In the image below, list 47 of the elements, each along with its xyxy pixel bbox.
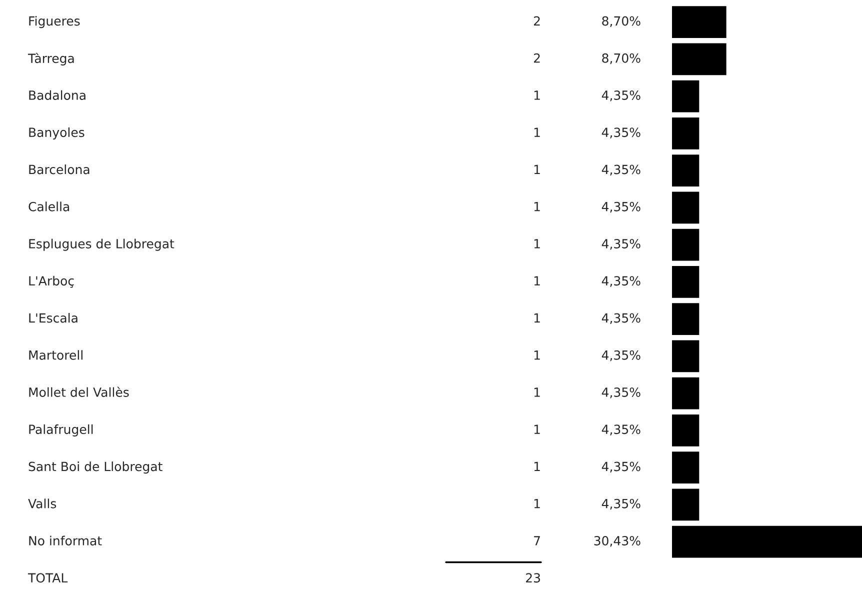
data-label: 4,35% xyxy=(602,424,640,436)
y-tick-label: Martorell xyxy=(29,350,82,360)
data-label: 4,35% xyxy=(602,164,640,176)
data-label: 4,35% xyxy=(602,90,640,102)
y-tick-label: No informat xyxy=(29,536,102,546)
data-label: 4,35% xyxy=(602,238,640,250)
text: 1 xyxy=(534,350,540,360)
data-label: 4,35% xyxy=(602,350,640,362)
data-label: 4,35% xyxy=(602,202,640,213)
y-tick-label: Barcelona xyxy=(29,164,90,174)
data-label: 8,70% xyxy=(602,53,640,64)
text: 1 xyxy=(534,276,540,286)
y-tick-label: Calella xyxy=(28,202,70,212)
y-tick-label: L'Arboç xyxy=(29,276,74,288)
text: 2 xyxy=(534,53,540,63)
data-label: 8,70% xyxy=(602,16,640,27)
y-tick-label: Sant Boi de Llobregat xyxy=(28,462,162,474)
text: 1 xyxy=(534,388,540,397)
y-tick-label: Figueres xyxy=(29,16,80,28)
text: 1 xyxy=(534,424,540,434)
data-label: 4,35% xyxy=(602,276,640,287)
data-label: 4,35% xyxy=(602,387,640,398)
y-tick-label: Banyoles xyxy=(29,127,84,140)
y-tick-label: Mollet del Vallès xyxy=(29,386,129,397)
text: 2 xyxy=(534,16,540,26)
text: 1 xyxy=(534,202,540,212)
y-tick-label: Badalona xyxy=(29,90,86,100)
y-tick-label: Palafrugell xyxy=(29,424,93,436)
text: 23 xyxy=(526,573,540,583)
text: 1 xyxy=(534,239,540,248)
text: 1 xyxy=(534,164,540,174)
y-tick-label: Esplugues de Llobregat xyxy=(29,238,174,251)
data-label: 4,35% xyxy=(602,462,640,472)
text: 1 xyxy=(534,499,540,508)
data-label: 30,43% xyxy=(594,536,640,547)
text: 1 xyxy=(534,313,540,323)
text: TOTAL xyxy=(28,573,68,583)
text: 1 xyxy=(534,90,540,100)
text: 1 xyxy=(534,128,540,137)
data-label: 4,35% xyxy=(602,313,640,324)
y-tick-label: Tàrrega xyxy=(28,52,74,66)
data-label: 4,35% xyxy=(602,128,640,138)
data-label: 4,35% xyxy=(602,498,640,510)
y-tick-label: Valls xyxy=(28,498,56,508)
text: 7 xyxy=(534,536,540,546)
text: 1 xyxy=(534,462,540,472)
y-tick-label: L'Escala xyxy=(29,313,78,323)
